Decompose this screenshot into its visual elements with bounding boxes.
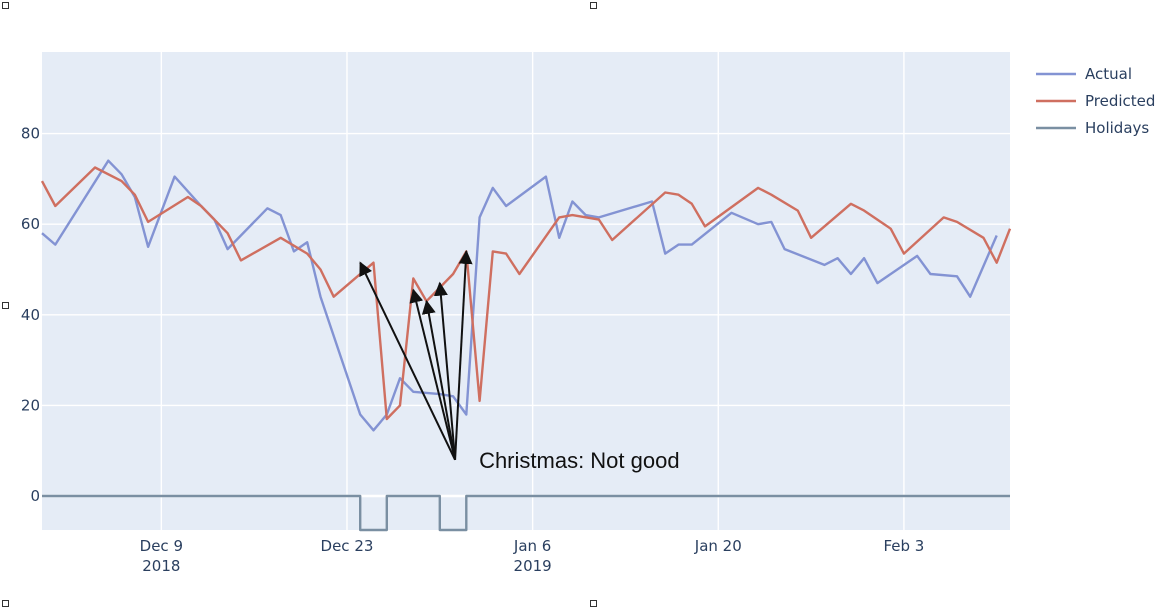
legend-item-predicted[interactable]: Predicted	[1036, 92, 1155, 110]
y-tick-label: 80	[21, 125, 40, 143]
resize-handle-top-left[interactable]	[2, 2, 9, 9]
annotation-arrow	[454, 249, 473, 460]
y-tick-label: 40	[21, 306, 40, 324]
annotation-arrow	[409, 288, 457, 461]
x-tick-year-label: 2018	[142, 557, 180, 575]
legend-item-actual[interactable]: Actual	[1036, 65, 1132, 83]
resize-handle-middle-left[interactable]	[2, 302, 9, 309]
x-tick-label: Dec 23	[321, 537, 374, 555]
x-tick-year-label: 2019	[514, 557, 552, 575]
y-tick-label: 0	[30, 487, 40, 505]
plot-background	[42, 52, 1010, 530]
resize-handle-bottom-middle[interactable]	[590, 600, 597, 607]
y-tick-label: 60	[21, 215, 40, 233]
annotation-arrow	[433, 281, 457, 460]
x-tick-label: Dec 9	[140, 537, 183, 555]
x-tick-label: Jan 20	[694, 537, 742, 555]
series-lines	[40, 159, 1012, 532]
annotation-text: Christmas: Not good	[479, 448, 680, 473]
series-line-predicted	[40, 166, 1012, 421]
legend-label: Predicted	[1085, 92, 1155, 110]
legend-label: Holidays	[1085, 119, 1149, 137]
series-line-holidays	[42, 494, 1010, 532]
y-axis-ticks: 0 20 40 60 80	[21, 125, 40, 505]
x-axis-ticks: Dec 9 2018 Dec 23 Jan 6 2019 Jan 20 Feb 3	[140, 537, 925, 575]
annotation-arrow	[359, 261, 456, 461]
legend[interactable]: Actual Predicted Holidays	[1036, 65, 1155, 137]
x-tick-label: Feb 3	[883, 537, 924, 555]
y-tick-label: 20	[21, 396, 40, 414]
x-tick-label: Jan 6	[513, 537, 551, 555]
resize-handle-bottom-left[interactable]	[2, 600, 9, 607]
annotation: Christmas: Not good	[359, 249, 680, 473]
legend-item-holidays[interactable]: Holidays	[1036, 119, 1149, 137]
annotation-arrow	[421, 299, 457, 460]
resize-handle-top-middle[interactable]	[590, 2, 597, 9]
legend-label: Actual	[1085, 65, 1132, 83]
